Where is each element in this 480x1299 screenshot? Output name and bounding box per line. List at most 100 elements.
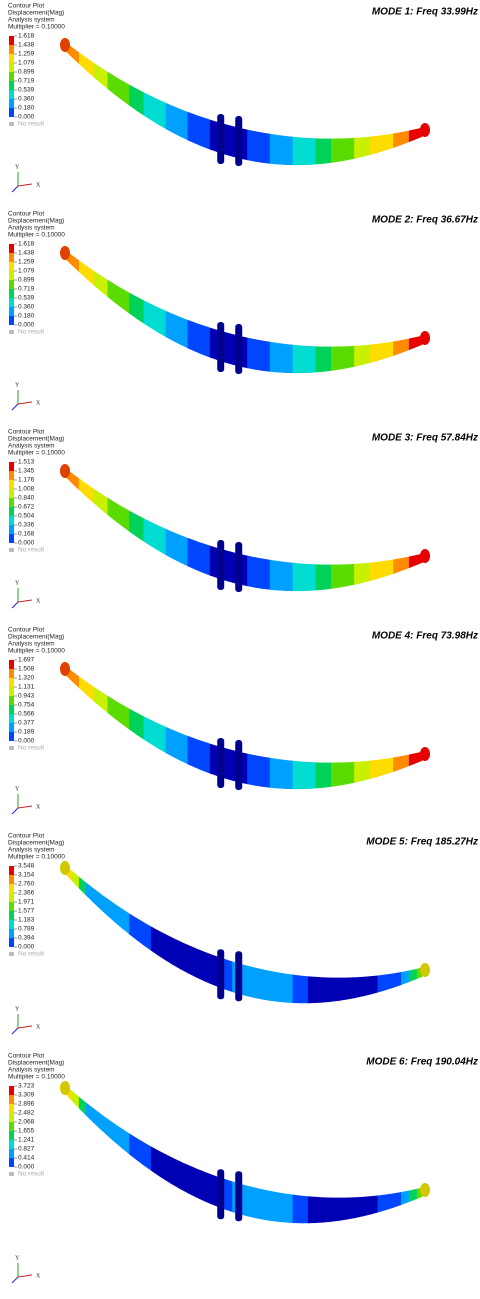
spring-segment xyxy=(339,139,347,162)
spring-segment xyxy=(354,138,362,159)
axis-y-label: Y xyxy=(15,786,20,792)
scale-label: 2.068 xyxy=(18,1119,35,1126)
spring-segment xyxy=(255,756,263,787)
spring-segment xyxy=(248,1186,256,1218)
spring-segment xyxy=(285,760,293,789)
spring-segment xyxy=(285,136,293,165)
spring-segment xyxy=(181,109,188,140)
scale-swatch xyxy=(9,1158,14,1167)
spring-segment xyxy=(188,945,195,976)
scale-label: 1.079 xyxy=(18,60,35,67)
spring-segment xyxy=(378,1195,386,1212)
spring-segment xyxy=(72,1091,79,1108)
scale-swatch xyxy=(9,90,14,99)
spring-segment xyxy=(301,138,309,165)
scale-swatch xyxy=(9,480,14,489)
spring-segment xyxy=(316,347,324,372)
spring-segment xyxy=(122,909,129,934)
spring-segment xyxy=(72,474,79,490)
clamp xyxy=(235,951,242,1001)
spring-segment xyxy=(79,479,86,496)
scale-label: 1.438 xyxy=(18,250,35,257)
spring-segment xyxy=(79,877,86,895)
scale-swatch xyxy=(9,516,14,525)
no-result-swatch xyxy=(9,952,14,956)
scale-label: 1.241 xyxy=(18,1137,35,1144)
figure: MODE 1: Freq 33.99HzContour PlotDisplace… xyxy=(0,0,480,1299)
spring-segment xyxy=(159,724,166,753)
spring-segment xyxy=(248,754,256,785)
spring-segment xyxy=(166,935,173,965)
spring-segment xyxy=(210,954,217,986)
scale-label: 2.896 xyxy=(18,1101,35,1108)
spring-segment xyxy=(354,977,362,998)
spring-segment xyxy=(401,339,409,353)
scale-swatch xyxy=(9,253,14,262)
scale-label: 3.723 xyxy=(18,1083,35,1090)
spring-segment xyxy=(378,975,386,992)
spring-segment xyxy=(93,271,100,291)
spring-segment xyxy=(93,1109,100,1129)
spring-segment xyxy=(151,96,158,124)
spring-segment xyxy=(72,48,79,64)
spring-segment xyxy=(331,565,339,589)
eye-right xyxy=(420,1183,430,1197)
spring-segment xyxy=(210,744,217,776)
spring-segment xyxy=(144,301,151,328)
scale-label: 0.899 xyxy=(18,277,35,284)
scale-swatch xyxy=(9,63,14,72)
spring-segment xyxy=(370,344,378,363)
eye-left xyxy=(60,662,70,676)
scale-swatch xyxy=(9,678,14,687)
spring-segment xyxy=(370,562,378,581)
spring-segment xyxy=(370,976,378,995)
clamp xyxy=(217,540,224,590)
spring-segment xyxy=(308,1197,316,1223)
spring-segment xyxy=(173,938,180,969)
scale-swatch xyxy=(9,687,14,696)
axis-x xyxy=(18,402,32,404)
spring-segment xyxy=(301,1196,309,1223)
clamp xyxy=(235,542,242,592)
no-result-swatch xyxy=(9,746,14,750)
spring-segment xyxy=(79,261,86,278)
spring-segment xyxy=(210,120,217,152)
scale-swatch xyxy=(9,244,14,253)
scale-swatch xyxy=(9,1149,14,1158)
no-result-label: No result xyxy=(18,1171,44,1178)
spring-segment xyxy=(393,972,401,987)
spring-segment xyxy=(331,978,339,1002)
spring-segment xyxy=(195,541,202,572)
scale-label: 1.438 xyxy=(18,42,35,49)
spring-segment xyxy=(308,762,316,788)
spring-segment xyxy=(270,971,278,1001)
scale-swatch xyxy=(9,489,14,498)
clamp xyxy=(235,324,242,374)
spring-segment xyxy=(362,137,370,157)
scale-swatch xyxy=(9,81,14,90)
spring-segment xyxy=(225,550,232,582)
spring-segment xyxy=(401,557,409,571)
scale-swatch xyxy=(9,462,14,471)
legend-line: Displacement(Mag) xyxy=(8,840,64,847)
spring-segment xyxy=(151,927,158,956)
axis-y-label: Y xyxy=(15,164,20,170)
eye-right xyxy=(420,549,430,563)
spring-segment xyxy=(409,129,417,142)
scale-label: 0.539 xyxy=(18,295,35,302)
spring-segment xyxy=(316,565,324,590)
spring-segment xyxy=(181,942,188,973)
no-result-label: No result xyxy=(18,745,44,752)
scale-swatch xyxy=(9,875,14,884)
scale-swatch xyxy=(9,1113,14,1122)
scale-label: 0.899 xyxy=(18,69,35,76)
spring-segment xyxy=(101,1114,108,1136)
scale-label: 0.000 xyxy=(18,322,35,329)
spring-segment xyxy=(173,1158,180,1189)
scale-label: 0.789 xyxy=(18,926,35,933)
scale-label: 0.168 xyxy=(18,531,35,538)
spring-segment xyxy=(278,973,286,1003)
